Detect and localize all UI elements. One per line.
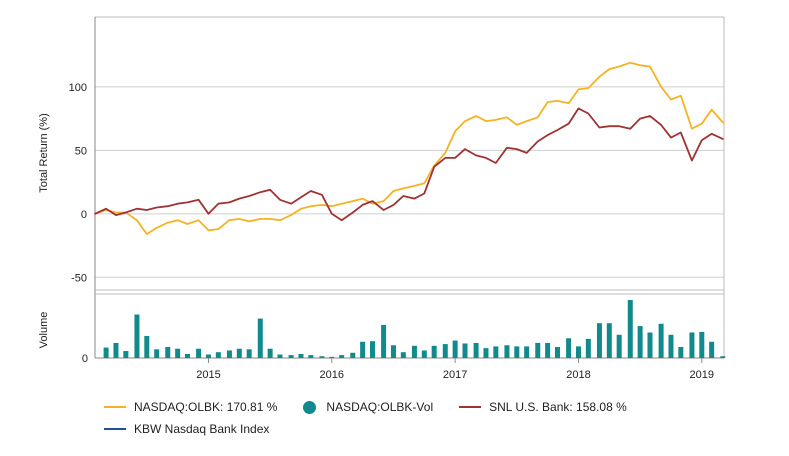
series-line-0 (94, 61, 724, 236)
volume-bar (566, 338, 572, 358)
volume-bar (421, 350, 427, 358)
volume-bar (257, 318, 263, 358)
volume-axis-label: Volume (38, 312, 50, 349)
legend-item-snl-bank: SNL U.S. Bank: 158.08 % (459, 400, 627, 414)
volume-bar (637, 326, 643, 358)
legend-item-olbk: NASDAQ:OLBK: 170.81 % (104, 400, 277, 414)
volume-bar (144, 335, 150, 358)
volume-bar (555, 346, 560, 358)
legend-label-kbw: KBW Nasdaq Bank Index (134, 422, 270, 436)
volume-bar (493, 346, 499, 358)
legend-label-olbk-vol: NASDAQ:OLBK-Vol (326, 400, 434, 414)
x-tick-label: 2015 (196, 369, 220, 381)
volume-bar (452, 340, 458, 358)
volume-bar (709, 341, 715, 358)
volume-bar (267, 348, 273, 358)
volume-bar (308, 355, 314, 358)
volume-bar (370, 341, 375, 358)
volume-bar (483, 348, 489, 358)
volume-bar (431, 345, 437, 358)
volume-bar (134, 314, 140, 358)
volume-bar (442, 344, 448, 358)
volume-bar (616, 334, 622, 358)
volume-bar (381, 324, 387, 358)
volume-bar (288, 355, 294, 358)
volume-bar (339, 355, 345, 358)
y-axis-label: Total Return (%) (38, 113, 50, 192)
volume-bar (678, 346, 684, 358)
volume-bar (154, 349, 160, 358)
x-tick-label: 2019 (690, 369, 714, 381)
volume-bar (514, 346, 520, 358)
series-line-1 (94, 107, 724, 222)
y-tick-label: -50 (71, 272, 87, 284)
volume-bar (277, 354, 283, 358)
volume-bar (462, 343, 468, 358)
volume-bar (524, 346, 530, 358)
volume-bar (196, 348, 202, 358)
volume-tick-label: 0 (82, 353, 88, 365)
legend-label-snl-bank: SNL U.S. Bank: 158.08 % (489, 400, 627, 414)
legend-item-olbk-vol: NASDAQ:OLBK-Vol (303, 400, 433, 414)
volume-bar (113, 342, 119, 358)
volume-bar (329, 356, 335, 358)
volume-bar (606, 323, 612, 358)
y-tick-label: 0 (81, 209, 87, 221)
volume-bar (246, 349, 252, 358)
legend-label-olbk: NASDAQ:OLBK: 170.81 % (134, 400, 278, 414)
volume-bar (535, 342, 541, 358)
volume-bar (411, 345, 417, 358)
volume-bar (400, 352, 406, 358)
volume-bar (647, 332, 653, 358)
volume-bar (689, 332, 695, 358)
volume-bar (350, 352, 356, 358)
x-tick-label: 2016 (320, 369, 344, 381)
legend-swatch-olbk-vol (303, 400, 317, 414)
volume-bar (720, 356, 726, 358)
legend: NASDAQ:OLBK: 170.81 % NASDAQ:OLBK-Vol SN… (104, 396, 744, 440)
x-tick-label: 2018 (566, 369, 590, 381)
legend-swatch-olbk (104, 406, 126, 408)
volume-bar (175, 348, 181, 358)
x-tick-label: 2017 (443, 369, 467, 381)
volume-bar (473, 342, 479, 358)
volume-bar (165, 346, 171, 358)
volume-bar (596, 323, 602, 358)
volume-bar (575, 346, 581, 358)
legend-swatch-kbw (104, 428, 126, 430)
y-tick-label: 50 (75, 145, 87, 157)
volume-bar (668, 334, 674, 358)
legend-item-kbw: KBW Nasdaq Bank Index (104, 422, 269, 436)
volume-bar (504, 345, 510, 358)
volume-bar (390, 345, 396, 358)
volume-bar (185, 353, 190, 358)
volume-bar (205, 354, 211, 358)
y-tick-label: 100 (69, 82, 87, 94)
volume-bar (226, 350, 232, 358)
volume-bar (585, 338, 591, 358)
volume-bar (236, 348, 242, 358)
legend-swatch-snl-bank (459, 406, 482, 408)
volume-bar (215, 352, 221, 358)
volume-bar (699, 331, 705, 358)
volume-bar (627, 300, 633, 358)
volume-bar (103, 347, 109, 358)
volume-bar (360, 341, 366, 358)
volume-bar (123, 351, 129, 358)
chart-canvas: -50 0 50 100 2015 2016 2017 2018 2019 Total Retu… (38, 16, 726, 381)
volume-bar (319, 356, 325, 358)
volume-bar (298, 353, 304, 358)
volume-bar (545, 342, 551, 358)
volume-bar (658, 323, 664, 358)
